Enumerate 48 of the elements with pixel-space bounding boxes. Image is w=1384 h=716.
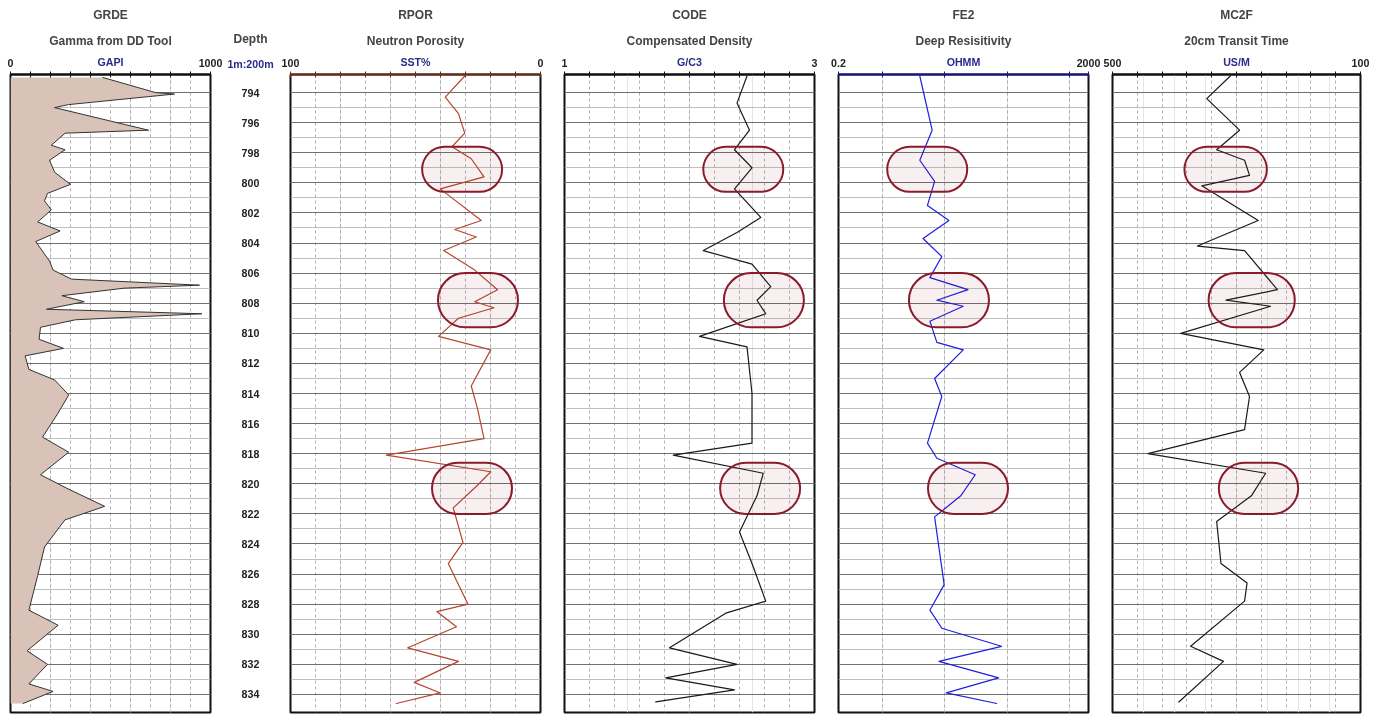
- y-tick-label: 816: [241, 417, 260, 430]
- x-axis-title: G/C3: [677, 55, 703, 68]
- chart-title: RPOR: [398, 7, 434, 22]
- x-axis-title: SST%: [400, 55, 432, 68]
- x-axis-title: OHMM: [946, 55, 981, 68]
- y-tick-label: 830: [241, 628, 260, 641]
- y-tick-label: 820: [241, 477, 260, 490]
- x-tick-label: 1000: [198, 56, 223, 69]
- y-tick-label: 818: [241, 447, 260, 460]
- y-tick-label: 828: [241, 598, 260, 611]
- x-tick-label: 500: [1103, 56, 1122, 69]
- chart-subtitle: 20cm Transit Time: [1184, 33, 1290, 48]
- y-tick-label: 808: [241, 297, 260, 310]
- x-tick-label: 100: [281, 56, 300, 69]
- x-tick-label: 0: [537, 56, 544, 69]
- y-tick-label: 824: [241, 537, 260, 550]
- chart-title: CODE: [672, 7, 707, 22]
- x-axis-title: US/M: [1223, 55, 1250, 68]
- x-tick-label: 100: [1351, 56, 1370, 69]
- y-tick-label: 796: [241, 116, 260, 129]
- y-tick-label: 806: [241, 267, 260, 280]
- y-tick-label: 804: [241, 237, 260, 250]
- y-tick-label: 802: [241, 206, 260, 219]
- x-tick-label: 2000: [1076, 56, 1101, 69]
- y-tick-label: 834: [241, 688, 260, 701]
- y-tick-label: 800: [241, 176, 260, 189]
- x-tick-label: 3: [811, 56, 818, 69]
- chart-subtitle: Compensated Density: [626, 33, 753, 48]
- y-tick-label: 810: [241, 327, 260, 340]
- y-tick-label: 832: [241, 658, 260, 671]
- y-tick-label: 812: [241, 357, 260, 370]
- x-tick-label: 1: [561, 56, 568, 69]
- y-tick-label: 798: [241, 146, 260, 159]
- chart-subtitle: Neutron Porosity: [366, 33, 465, 48]
- x-tick-label: 0: [7, 56, 14, 69]
- y-axis-title: Depth: [233, 31, 268, 46]
- chart-subtitle: Gamma from DD Tool: [49, 33, 172, 48]
- x-tick-label: 0.2: [831, 56, 846, 69]
- chart-title: MC2F: [1220, 7, 1253, 22]
- y-tick-label: 794: [241, 86, 260, 99]
- chart-subtitle: Deep Resisitivity: [915, 33, 1012, 48]
- y-tick-label: 814: [241, 387, 260, 400]
- y-tick-label: 822: [241, 507, 260, 520]
- x-axis-title: GAPI: [97, 55, 124, 68]
- text: 1m:200m: [227, 57, 274, 70]
- y-tick-label: 826: [241, 568, 260, 581]
- chart-title: GRDE: [93, 7, 128, 22]
- chart-title: FE2: [952, 7, 975, 22]
